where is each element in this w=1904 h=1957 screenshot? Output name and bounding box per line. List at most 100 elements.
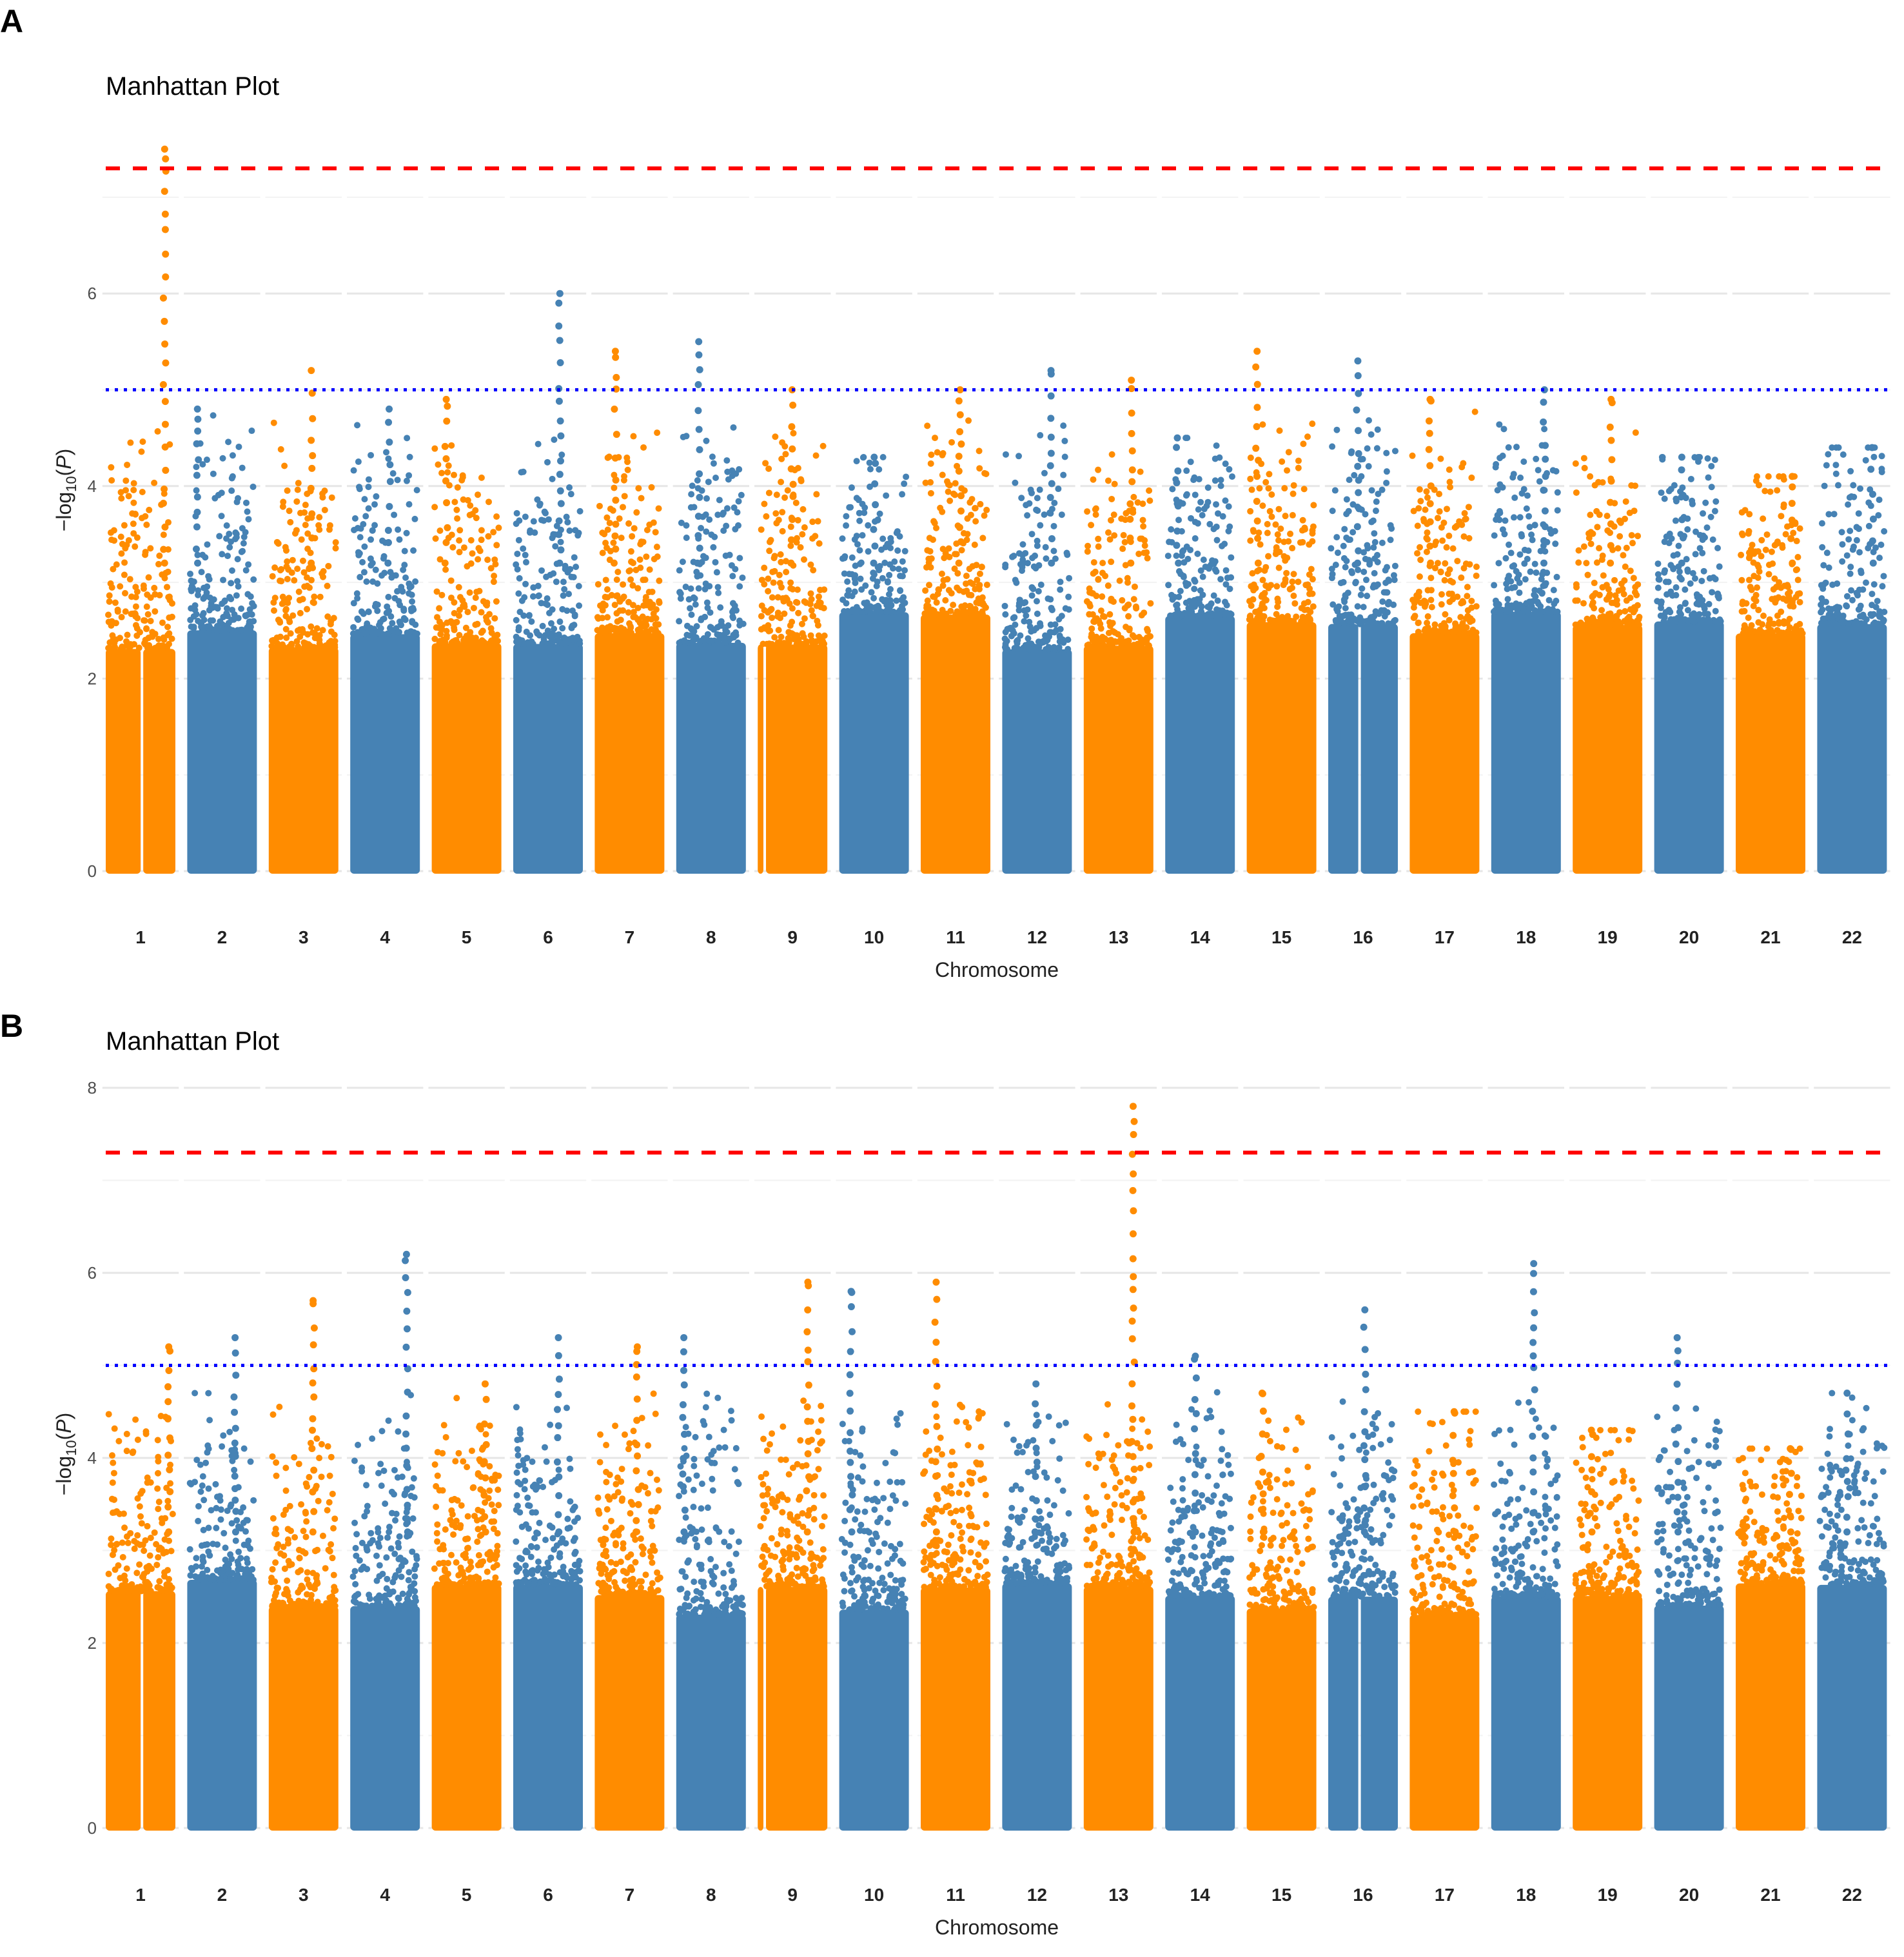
data-point — [1857, 485, 1864, 492]
data-point — [190, 578, 197, 585]
data-point — [816, 540, 823, 547]
data-point — [516, 517, 523, 524]
data-point — [1673, 498, 1680, 505]
data-point — [939, 471, 946, 478]
data-point — [145, 574, 152, 581]
data-point — [700, 553, 707, 560]
data-point — [1765, 571, 1772, 578]
data-point — [844, 578, 851, 585]
data-point — [1036, 486, 1043, 493]
peak-point — [1608, 456, 1616, 464]
data-point — [212, 1480, 219, 1488]
data-point — [445, 462, 452, 469]
chromosome-3 — [268, 367, 339, 874]
data-point — [899, 606, 907, 613]
data-point — [1766, 616, 1773, 623]
chart-title: Manhattan Plot — [106, 72, 279, 101]
data-point — [1277, 526, 1284, 533]
data-point — [954, 570, 961, 577]
data-point — [1283, 569, 1290, 576]
data-point — [218, 489, 225, 497]
data-point — [321, 506, 328, 513]
data-point — [197, 1488, 204, 1495]
data-point — [599, 615, 606, 622]
data-point — [135, 644, 142, 651]
data-point — [311, 593, 318, 600]
data-point — [856, 517, 863, 524]
data-point — [1687, 475, 1694, 482]
data-point — [1354, 603, 1361, 610]
data-point — [1247, 475, 1254, 482]
top-hit-point — [695, 338, 703, 346]
data-point — [238, 548, 245, 555]
y-tick-label: 8 — [88, 1078, 97, 1097]
data-point — [1781, 630, 1789, 637]
data-point — [928, 555, 935, 562]
data-point — [1687, 580, 1694, 587]
data-point — [133, 625, 141, 632]
data-point — [242, 613, 250, 620]
data-point — [1144, 627, 1152, 634]
data-point — [369, 527, 376, 534]
data-point — [1423, 535, 1430, 542]
data-point — [1025, 640, 1032, 647]
data-point — [400, 607, 407, 614]
peak-point — [165, 1528, 173, 1536]
data-point — [144, 1522, 151, 1529]
data-point — [124, 631, 131, 638]
data-point — [472, 634, 479, 642]
data-point — [394, 629, 401, 636]
data-point — [199, 1473, 206, 1480]
peak-point — [787, 536, 795, 544]
data-point — [944, 478, 951, 485]
data-point — [1364, 593, 1371, 600]
data-point — [1210, 592, 1217, 599]
data-point — [1437, 455, 1444, 462]
data-point — [625, 520, 633, 527]
data-point — [273, 1531, 280, 1538]
data-point — [807, 561, 814, 568]
peak-point — [557, 500, 565, 507]
data-point — [1375, 610, 1382, 617]
data-point — [307, 549, 314, 556]
data-point — [1306, 585, 1313, 592]
data-point — [939, 582, 947, 589]
data-point — [242, 1528, 250, 1535]
data-point — [934, 449, 941, 456]
data-point — [1626, 509, 1633, 516]
peak-point — [788, 423, 796, 431]
data-point — [788, 630, 795, 637]
data-point — [303, 1518, 310, 1525]
data-point — [1630, 609, 1637, 616]
data-point — [1596, 591, 1603, 598]
data-point — [574, 532, 582, 539]
data-point — [283, 634, 290, 642]
data-point — [1310, 502, 1317, 509]
data-point — [1855, 526, 1862, 533]
data-point — [734, 639, 741, 646]
data-point — [371, 522, 378, 529]
data-point — [715, 639, 722, 646]
data-point — [286, 643, 293, 650]
data-point — [853, 458, 860, 465]
data-point — [771, 567, 778, 575]
data-point — [963, 580, 970, 587]
data-point — [296, 626, 303, 633]
peak-point — [231, 1497, 239, 1504]
data-point — [478, 527, 485, 534]
data-point — [141, 617, 148, 624]
data-point — [470, 604, 477, 611]
data-point — [771, 553, 778, 560]
peak-point — [162, 155, 170, 162]
data-point — [368, 562, 375, 569]
data-point — [168, 613, 175, 620]
data-point — [1847, 527, 1854, 535]
data-point — [1661, 495, 1668, 502]
data-point — [1382, 567, 1389, 574]
data-point — [1818, 620, 1825, 627]
data-point — [561, 585, 568, 593]
data-point — [1849, 546, 1856, 553]
data-point — [155, 1554, 162, 1561]
data-point — [487, 565, 495, 572]
data-point — [277, 577, 284, 584]
